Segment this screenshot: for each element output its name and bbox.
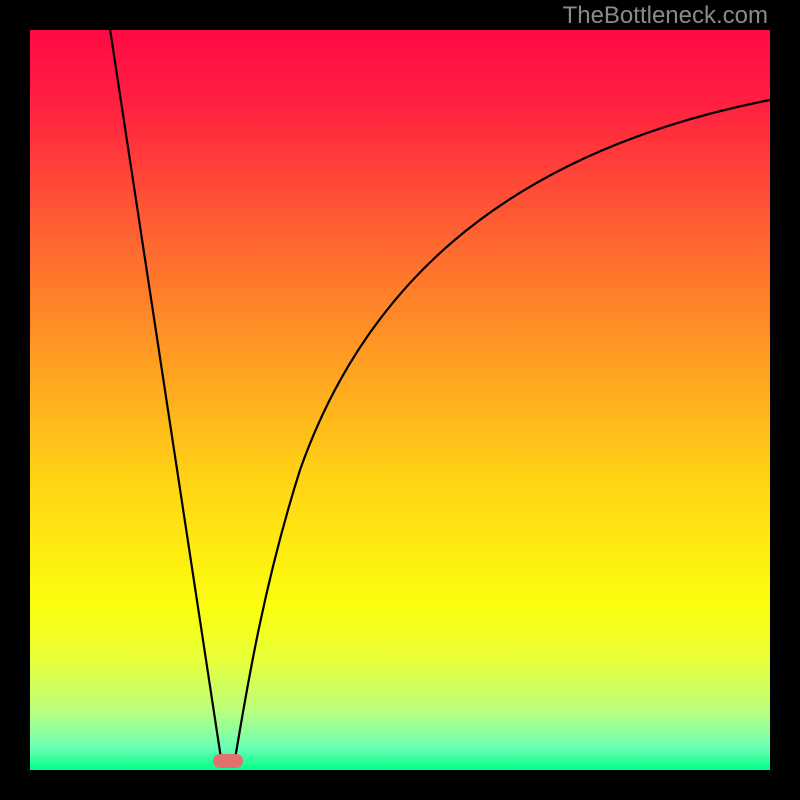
optimal-point-marker bbox=[213, 754, 243, 768]
curves-layer bbox=[30, 30, 770, 770]
plot-area bbox=[30, 30, 770, 770]
watermark-text: TheBottleneck.com bbox=[563, 2, 768, 30]
left-branch-line bbox=[110, 30, 222, 765]
bottleneck-v-chart: TheBottleneck.com bbox=[0, 0, 800, 800]
right-branch-curve bbox=[234, 100, 770, 765]
